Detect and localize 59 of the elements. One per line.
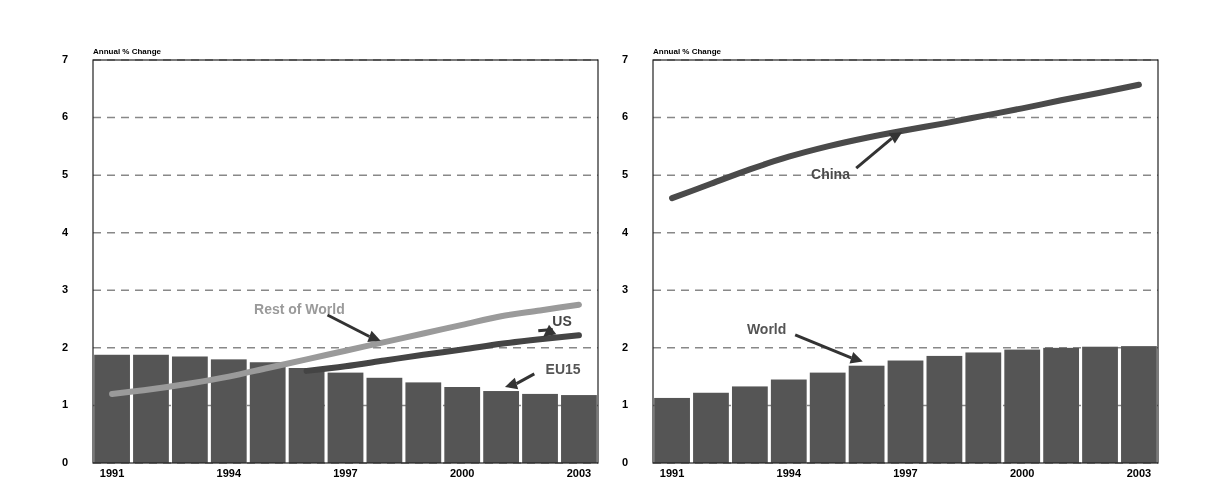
- bar: [249, 362, 286, 463]
- x-tick-label: 1994: [776, 467, 802, 479]
- y-tick-label: 5: [61, 168, 69, 181]
- text: Rest of World: [254, 300, 345, 317]
- bar: [133, 354, 169, 463]
- bar: [483, 391, 520, 463]
- bar: [731, 386, 768, 463]
- bar: [693, 392, 729, 463]
- x-tick-label: 2000: [1009, 467, 1035, 479]
- y-tick-label: 1: [61, 398, 69, 411]
- series-label: US: [552, 312, 572, 329]
- x-tick-label: 2000: [449, 467, 475, 479]
- y-tick-label: 7: [621, 52, 629, 65]
- bar: [1121, 346, 1157, 463]
- bar: [561, 395, 597, 463]
- bar: [522, 393, 558, 463]
- x-tick-label: 2003: [566, 467, 592, 479]
- series-label: China: [811, 165, 851, 182]
- bar: [654, 397, 690, 463]
- series-label: EU15: [545, 360, 581, 377]
- y-tick-label: 7: [61, 52, 69, 65]
- x-tick-label: 1991: [659, 467, 685, 479]
- y-tick-label: 0: [621, 455, 629, 468]
- bar: [327, 372, 364, 463]
- text: World: [746, 321, 787, 338]
- y-tick-label: 2: [621, 340, 629, 353]
- bar: [405, 382, 442, 463]
- x-tick-label: 2003: [1126, 467, 1152, 479]
- bar: [444, 387, 481, 463]
- x-tick-label: 1991: [99, 467, 125, 479]
- y-tick-label: 2: [61, 340, 69, 353]
- bar: [809, 372, 846, 463]
- bar: [770, 379, 807, 463]
- bar: [171, 356, 208, 463]
- y-axis-title: Annual % Change: [93, 47, 162, 56]
- bar: [965, 352, 1002, 463]
- bar: [848, 365, 885, 463]
- bar: [94, 354, 130, 463]
- y-tick-label: 1: [621, 398, 629, 411]
- x-tick-label: 1997: [893, 467, 918, 479]
- y-tick-label: 5: [621, 168, 629, 181]
- y-tick-label: 3: [621, 283, 629, 296]
- x-tick-label: 1994: [216, 467, 242, 479]
- y-tick-label: 6: [61, 110, 69, 123]
- bar: [210, 359, 247, 463]
- bar: [1043, 347, 1080, 463]
- bar: [887, 360, 924, 463]
- y-tick-label: 4: [61, 225, 69, 238]
- x-tick-label: 1997: [333, 467, 358, 479]
- bar: [926, 355, 963, 463]
- y-tick-label: 6: [621, 110, 629, 123]
- bar: [1082, 346, 1118, 463]
- y-axis-title: Annual % Change: [653, 47, 722, 56]
- y-tick-label: 4: [621, 225, 629, 238]
- bar: [288, 368, 325, 463]
- bar: [366, 377, 403, 463]
- y-tick-label: 3: [61, 283, 69, 296]
- y-tick-label: 0: [61, 455, 69, 468]
- bar: [1004, 349, 1041, 463]
